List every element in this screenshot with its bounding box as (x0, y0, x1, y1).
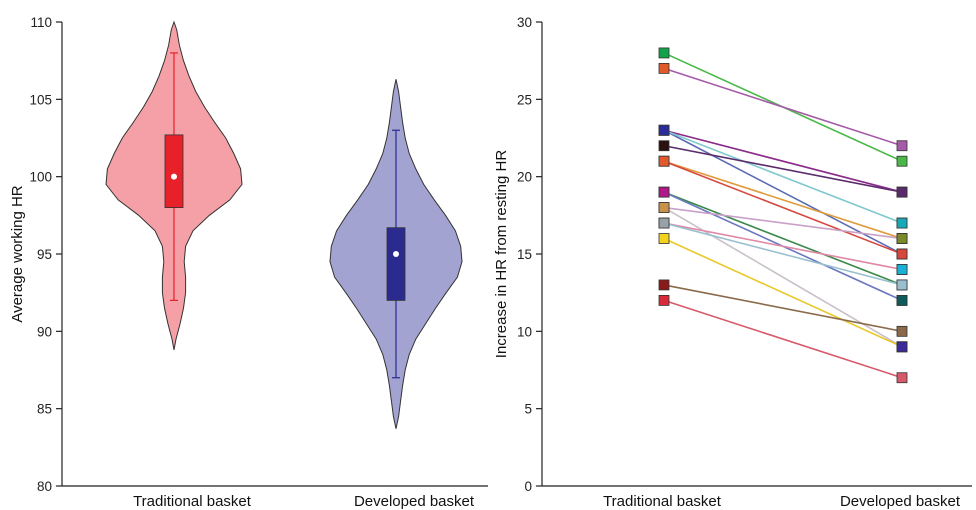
series-marker-traditional (658, 140, 670, 152)
series-line (663, 191, 903, 286)
series-marker-developed (896, 248, 908, 260)
violin-y-tick-label: 95 (37, 247, 52, 262)
violin-y-tick-label: 110 (30, 15, 52, 30)
series-marker-traditional (658, 217, 670, 229)
series-line (663, 67, 903, 147)
series-marker-traditional (658, 124, 670, 136)
violin-category-label: Developed basket (354, 493, 475, 510)
series-line (663, 160, 903, 255)
series-marker-developed (896, 140, 908, 152)
lines-y-tick-label: 15 (517, 247, 532, 262)
series-line (663, 129, 903, 224)
violin-bodies (105, 20, 463, 429)
lines-y-tick-label: 20 (517, 170, 532, 185)
series-lines (663, 52, 903, 379)
series-line (663, 206, 903, 240)
violin-y-tick-label: 90 (37, 324, 52, 339)
lines-category-labels: Traditional basket Developed basket (603, 493, 961, 510)
violin-y-axis-title: Average working HR (9, 185, 26, 322)
lines-series (658, 47, 908, 384)
series-line (663, 222, 903, 286)
violin-y-tick-label: 80 (37, 479, 52, 494)
series-line (663, 206, 903, 348)
violin-median-dot (393, 251, 399, 257)
violin-category-labels: Traditional basket Developed basket (133, 493, 475, 510)
series-line (663, 299, 903, 379)
series-marker-developed (896, 341, 908, 353)
series-marker-traditional (658, 63, 670, 74)
lines-y-tick-label: 5 (524, 402, 532, 417)
series-line (663, 129, 903, 255)
violin-y-ticks: 80 85 90 95 100 105 110 (29, 15, 62, 494)
series-marker-developed (896, 372, 908, 384)
series-marker-developed (896, 279, 908, 291)
series-marker-traditional (658, 186, 670, 198)
violin-chart: 80 85 90 95 100 105 110 Traditional basket Deve… (9, 15, 488, 510)
series-line (663, 160, 903, 240)
series-marker-traditional (658, 202, 670, 214)
lines-y-tick-label: 30 (517, 15, 532, 30)
series-marker-traditional (658, 155, 670, 167)
series-marker-developed (896, 217, 908, 229)
series-line (663, 222, 903, 271)
violin-category-label: Traditional basket (133, 493, 252, 510)
series-marker-developed (896, 233, 908, 244)
lines-y-tick-label: 0 (524, 479, 532, 494)
lines-y-tick-label: 25 (517, 92, 532, 107)
series-line (663, 129, 903, 193)
series-marker-traditional (658, 233, 670, 244)
lines-y-axis-title: Increase in HR from resting HR (493, 150, 510, 359)
violin-iqr-box (386, 227, 406, 301)
series-marker-traditional (658, 47, 670, 59)
violin-y-tick-label: 100 (29, 170, 52, 185)
lines-category-label: Traditional basket (603, 493, 722, 510)
series-line (663, 237, 903, 348)
violin-y-tick-label: 85 (37, 402, 52, 417)
series-line (663, 144, 903, 193)
series-marker-developed (896, 155, 908, 167)
series-marker-traditional (658, 294, 670, 306)
series-marker-developed (896, 186, 908, 198)
lines-category-label: Developed basket (840, 493, 961, 510)
series-line (663, 284, 903, 333)
violin-median-dot (171, 173, 177, 180)
lines-y-tick-label: 10 (517, 324, 532, 339)
series-marker-developed (896, 325, 908, 337)
series-marker-developed (896, 294, 908, 306)
violin-iqr-box (164, 134, 184, 208)
violin-y-tick-label: 105 (29, 92, 52, 107)
paired-line-chart: 0 5 10 15 20 25 30 Traditional basket Developed… (493, 15, 972, 510)
series-markers (658, 47, 908, 384)
lines-y-ticks: 0 5 10 15 20 25 30 (517, 15, 542, 494)
series-marker-traditional (658, 279, 670, 291)
series-marker-developed (896, 264, 908, 275)
